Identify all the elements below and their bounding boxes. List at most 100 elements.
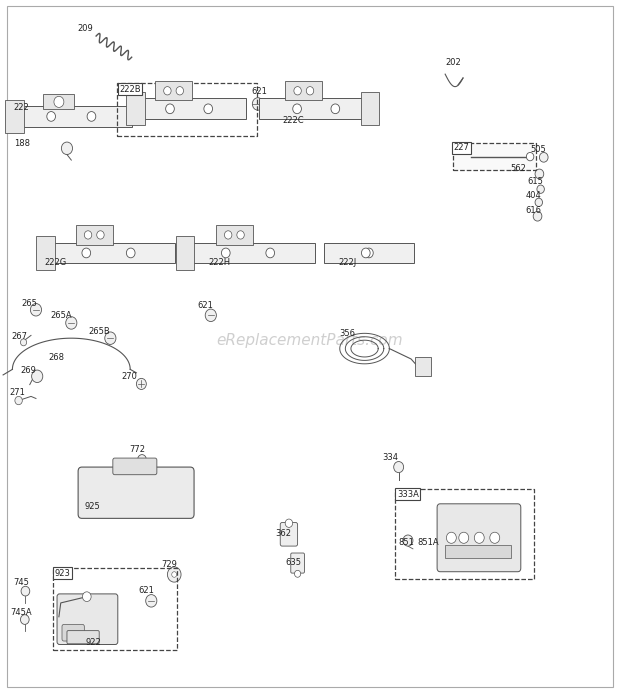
FancyBboxPatch shape: [113, 458, 157, 475]
Circle shape: [237, 231, 244, 239]
Circle shape: [221, 248, 230, 258]
Circle shape: [164, 87, 171, 95]
Bar: [131, 98, 246, 119]
Text: 271: 271: [9, 388, 25, 397]
Bar: [43, 94, 74, 109]
Text: 265: 265: [21, 299, 37, 308]
Bar: [117, 83, 257, 136]
Circle shape: [224, 231, 232, 239]
Bar: [361, 92, 379, 125]
Text: 265B: 265B: [89, 327, 110, 336]
Circle shape: [82, 248, 91, 258]
Text: 745: 745: [14, 578, 30, 587]
Circle shape: [21, 586, 30, 596]
Circle shape: [176, 87, 184, 95]
Bar: [11, 106, 131, 127]
Bar: [76, 225, 113, 245]
Bar: [445, 545, 511, 558]
Circle shape: [20, 615, 29, 624]
Circle shape: [490, 532, 500, 543]
Circle shape: [136, 378, 146, 389]
Circle shape: [97, 231, 104, 239]
Circle shape: [204, 104, 213, 114]
Circle shape: [205, 309, 216, 322]
Text: 505: 505: [531, 145, 546, 154]
Text: 222G: 222G: [45, 258, 67, 267]
Text: 356: 356: [340, 329, 356, 338]
Text: 923: 923: [55, 569, 71, 578]
Text: 404: 404: [526, 191, 541, 200]
Circle shape: [126, 248, 135, 258]
Bar: [36, 236, 55, 270]
Bar: [126, 92, 144, 125]
Text: 616: 616: [525, 206, 541, 215]
FancyBboxPatch shape: [62, 624, 84, 641]
Circle shape: [474, 532, 484, 543]
Circle shape: [146, 595, 157, 607]
Text: 202: 202: [445, 58, 461, 67]
Bar: [453, 143, 536, 170]
Bar: [176, 236, 195, 270]
Circle shape: [306, 87, 314, 95]
Text: 222C: 222C: [282, 116, 304, 125]
Text: 621: 621: [197, 301, 213, 310]
Text: 562: 562: [510, 164, 526, 173]
FancyBboxPatch shape: [280, 523, 298, 546]
Text: 222: 222: [14, 103, 29, 112]
Text: 333A: 333A: [397, 490, 419, 499]
Text: 851A: 851A: [417, 538, 439, 547]
Text: 269: 269: [20, 366, 37, 375]
Circle shape: [266, 248, 275, 258]
Circle shape: [361, 248, 370, 258]
Text: 334: 334: [382, 453, 398, 462]
Bar: [6, 100, 24, 133]
Circle shape: [285, 519, 293, 527]
Circle shape: [533, 211, 542, 221]
Text: 227: 227: [453, 143, 469, 152]
Text: 222H: 222H: [208, 258, 231, 267]
Circle shape: [403, 535, 413, 546]
Text: 615: 615: [528, 177, 544, 186]
Text: 772: 772: [129, 445, 145, 454]
Circle shape: [66, 317, 77, 329]
Text: 621: 621: [138, 586, 154, 595]
Bar: [155, 81, 192, 100]
Circle shape: [535, 169, 544, 179]
Circle shape: [331, 104, 340, 114]
Circle shape: [30, 304, 42, 316]
Bar: [53, 568, 177, 650]
Text: 265A: 265A: [51, 311, 73, 320]
Circle shape: [61, 142, 73, 155]
Circle shape: [526, 152, 534, 161]
Text: 635: 635: [285, 558, 301, 567]
Text: 729: 729: [161, 560, 177, 569]
Bar: [182, 243, 315, 263]
Circle shape: [54, 96, 64, 107]
Circle shape: [15, 396, 22, 405]
Circle shape: [87, 112, 96, 121]
Bar: [216, 225, 253, 245]
Circle shape: [32, 370, 43, 383]
Circle shape: [84, 231, 92, 239]
Text: 362: 362: [275, 529, 291, 538]
Text: 222B: 222B: [119, 85, 141, 94]
Bar: [285, 81, 322, 100]
Circle shape: [172, 572, 177, 577]
FancyBboxPatch shape: [291, 553, 304, 573]
Text: 851: 851: [399, 538, 415, 547]
Circle shape: [293, 104, 301, 114]
Circle shape: [20, 339, 27, 346]
Circle shape: [252, 98, 264, 110]
FancyBboxPatch shape: [57, 594, 118, 644]
Circle shape: [138, 455, 146, 464]
Text: 745A: 745A: [10, 608, 32, 617]
Circle shape: [459, 532, 469, 543]
Circle shape: [47, 112, 56, 121]
Circle shape: [294, 570, 301, 577]
Bar: [259, 98, 373, 119]
Bar: [415, 357, 431, 376]
FancyBboxPatch shape: [437, 504, 521, 572]
Text: 268: 268: [48, 353, 64, 362]
Circle shape: [394, 462, 404, 473]
FancyBboxPatch shape: [78, 467, 194, 518]
